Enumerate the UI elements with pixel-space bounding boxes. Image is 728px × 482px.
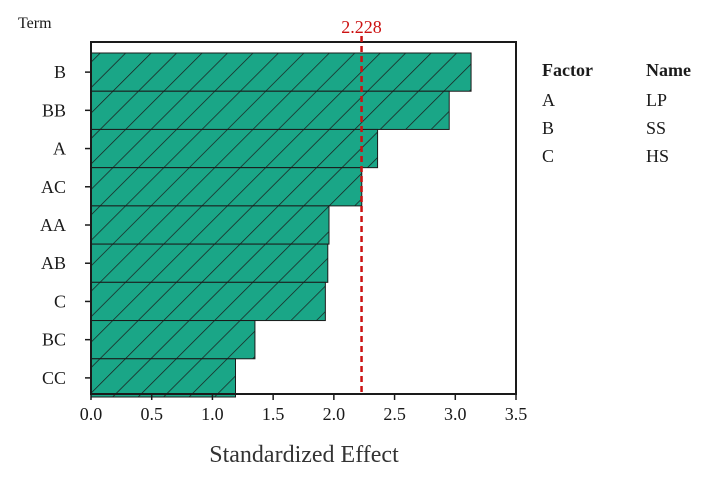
legend-factor: A	[542, 89, 555, 110]
bar-A	[90, 128, 379, 169]
x-tick-label: 1.0	[201, 404, 224, 424]
category-label-A: A	[53, 139, 66, 159]
reference-line-group: 2.228	[341, 17, 382, 394]
x-axis-label: Standardized Effect	[209, 442, 399, 468]
legend-name: SS	[646, 117, 667, 138]
x-tick-label: 3.5	[505, 404, 528, 424]
category-label-AA: AA	[40, 215, 66, 235]
plot-frame	[90, 41, 517, 395]
factor-legend: Factor Name A LP B SS C HS	[542, 54, 728, 170]
bar-AB	[90, 243, 329, 283]
legend-name: HS	[646, 145, 670, 166]
legend-factor: B	[542, 117, 555, 138]
category-label-BB: BB	[42, 100, 66, 120]
bar-BB	[90, 90, 450, 130]
bars-group	[90, 52, 472, 398]
x-tick-label: 0.5	[140, 404, 163, 424]
legend-row: B SS	[542, 114, 728, 142]
bar-AA	[90, 205, 330, 245]
x-tick-label: 3.0	[444, 404, 467, 424]
x-axis-ticks: 0.0 0.5 1.0 1.5 2.0 2.5 3.0 3.5	[80, 394, 528, 424]
x-tick-label: 2.5	[383, 404, 406, 424]
legend-name: LP	[646, 89, 668, 110]
bar-AC	[90, 167, 363, 207]
legend-row: C HS	[542, 142, 728, 170]
category-label-AC: AC	[41, 177, 66, 197]
bar-BC	[90, 320, 256, 360]
legend-header: Factor Name	[542, 54, 728, 86]
category-label-C: C	[54, 291, 66, 311]
bar-CC	[90, 358, 236, 398]
bar-B	[90, 52, 472, 92]
category-label-CC: CC	[42, 368, 66, 388]
x-tick-label: 0.0	[80, 404, 103, 424]
legend-header-factor: Factor	[542, 59, 593, 80]
bar-C	[90, 281, 326, 322]
x-tick-label: 2.0	[323, 404, 346, 424]
term-label: Term	[18, 15, 52, 32]
category-label-BC: BC	[42, 330, 66, 350]
x-tick-label: 1.5	[262, 404, 285, 424]
legend-factor: C	[542, 145, 555, 166]
legend-row: A LP	[542, 86, 728, 114]
category-label-B: B	[54, 62, 66, 82]
legend-header-name: Name	[646, 59, 691, 80]
category-label-AB: AB	[41, 253, 66, 273]
reference-line-label: 2.228	[341, 17, 382, 37]
